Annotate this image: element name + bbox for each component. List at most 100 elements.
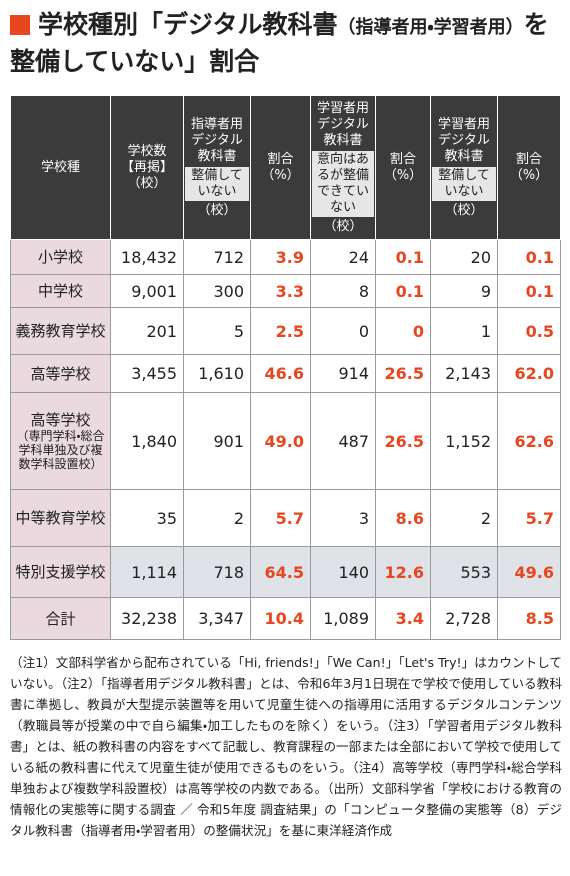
column-unit: （%） — [383, 167, 423, 183]
table-cell: 0 — [310, 307, 376, 355]
row-label-cell: 中等教育学校 — [10, 489, 111, 547]
table-cell: 18,432 — [110, 239, 184, 275]
row-label-cell: 中学校 — [10, 274, 111, 308]
table-cell: 2,143 — [430, 354, 498, 393]
table-cell: 26.5 — [375, 392, 431, 490]
table-cell: 300 — [183, 274, 251, 308]
table-cell: 718 — [183, 546, 251, 598]
row-sublabel: （専門学科・総合学科単独及び複数学科設置校） — [16, 429, 105, 471]
table-cell: 62.0 — [497, 354, 561, 393]
table-cell: 64.5 — [250, 546, 311, 598]
column-header: 割合 （%） — [375, 95, 431, 240]
column-unit: （校） — [127, 175, 167, 191]
table-cell: 0.5 — [497, 307, 561, 355]
column-label: 割合 — [515, 151, 542, 167]
table-body: 小学校 18,432 712 3.9 24 0.1 20 0.1 中学校 9,001 300 3.3 8… — [10, 239, 561, 640]
table-cell: 1,089 — [310, 597, 376, 640]
table-cell: 49.6 — [497, 546, 561, 598]
table-row: 中学校 9,001 300 3.3 8 0.1 9 0.1 — [10, 274, 561, 308]
table-cell: 2,728 — [430, 597, 498, 640]
table-cell: 1,114 — [110, 546, 184, 598]
table-row: 中等教育学校 35 2 5.7 3 8.6 2 5.7 — [10, 489, 561, 547]
column-label: 割合 — [267, 151, 294, 167]
row-label: 小学校 — [37, 248, 83, 266]
column-label: 学校種 — [40, 159, 80, 175]
column-unit: （%） — [509, 167, 549, 183]
column-tag-wrap: 意向はあるが整備できていない — [312, 149, 374, 219]
column-label: 割合 — [389, 151, 416, 167]
table-row: 高等学校 3,455 1,610 46.6 914 26.5 2,143 62.0 — [10, 354, 561, 393]
column-unit: （校） — [444, 202, 484, 218]
table-cell: 3.3 — [250, 274, 311, 308]
column-header: 指導者用デジタル教科書 整備していない （校） — [183, 95, 251, 240]
table-cell: 5.7 — [250, 489, 311, 547]
title-end: を — [523, 10, 549, 39]
table-cell: 0.1 — [375, 274, 431, 308]
table-cell: 2.5 — [250, 307, 311, 355]
title-marker — [10, 15, 30, 35]
table-cell: 26.5 — [375, 354, 431, 393]
table-row: 義務教育学校 201 5 2.5 0 0 1 0.5 — [10, 307, 561, 355]
table-cell: 487 — [310, 392, 376, 490]
notes: （注1）文部科学省から配布されている「Hi, friends!」「We Can!… — [10, 655, 562, 838]
column-unit: （校） — [323, 218, 363, 234]
table-cell: 10.4 — [250, 597, 311, 640]
column-tag-wrap: 整備していない — [432, 165, 496, 203]
table-cell: 0.1 — [497, 274, 561, 308]
table-cell: 1 — [430, 307, 498, 355]
table-row: 高等学校 （専門学科・総合学科単独及び複数学科設置校） 1,840 901 49.0 48… — [10, 392, 561, 490]
table-cell: 35 — [110, 489, 184, 547]
title-line2: 整備していない」割合 — [10, 47, 260, 76]
table-cell: 62.6 — [497, 392, 561, 490]
column-label: 指導者用デジタル教科書 — [190, 116, 243, 164]
table-cell: 9 — [430, 274, 498, 308]
row-label-cell: 特別支援学校 — [10, 546, 111, 598]
table-cell: 0.1 — [375, 239, 431, 275]
table-cell: 49.0 — [250, 392, 311, 490]
table-cell: 9,001 — [110, 274, 184, 308]
table-cell: 3,455 — [110, 354, 184, 393]
row-label: 高等学校 — [30, 411, 91, 429]
column-tag: 整備していない — [185, 166, 249, 201]
table-cell: 2 — [430, 489, 498, 547]
column-header: 学習者用デジタル教科書 整備していない （校） — [430, 95, 498, 240]
data-table: 学校種 学校数 【再掲】 （校） 指導者用デジタル教科書 整備していない （校） 割合 （%）学… — [10, 95, 561, 640]
table-cell: 5 — [183, 307, 251, 355]
table-row: 特別支援学校 1,114 718 64.5 140 12.6 553 49.6 — [10, 546, 561, 598]
row-label: 中等教育学校 — [15, 509, 106, 527]
table-cell: 3 — [310, 489, 376, 547]
table-cell: 1,840 — [110, 392, 184, 490]
column-header: 割合 （%） — [497, 95, 561, 240]
column-header: 学習者用デジタル教科書 意向はあるが整備できていない （校） — [310, 95, 376, 240]
row-label: 義務教育学校 — [15, 322, 106, 340]
table-cell: 8.5 — [497, 597, 561, 640]
table-cell: 201 — [110, 307, 184, 355]
column-header: 割合 （%） — [250, 95, 311, 240]
column-label: 学習者用デジタル教科書 — [437, 116, 490, 164]
table-cell: 8.6 — [375, 489, 431, 547]
column-label: 学習者用デジタル教科書 — [316, 100, 369, 148]
table-cell: 1,152 — [430, 392, 498, 490]
table-row: 合計 32,238 3,347 10.4 1,089 3.4 2,728 8.5 — [10, 597, 561, 640]
title-text: 学校種別「デジタル教科書 — [38, 10, 338, 39]
table-cell: 553 — [430, 546, 498, 598]
row-label-cell: 高等学校 — [10, 354, 111, 393]
table-cell: 8 — [310, 274, 376, 308]
table-cell: 3.9 — [250, 239, 311, 275]
title-paren: （指導者用・学習者用） — [337, 17, 524, 38]
row-label-cell: 義務教育学校 — [10, 307, 111, 355]
row-label: 特別支援学校 — [15, 563, 106, 581]
column-tag-wrap: 整備していない — [185, 165, 249, 203]
column-unit: （%） — [261, 167, 300, 183]
table-cell: 901 — [183, 392, 251, 490]
column-sub: 【再掲】 — [120, 159, 173, 175]
column-header: 学校種 — [10, 95, 111, 240]
table-cell: 0.1 — [497, 239, 561, 275]
table-cell: 24 — [310, 239, 376, 275]
row-label-cell: 小学校 — [10, 239, 111, 275]
table-cell: 2 — [183, 489, 251, 547]
row-label: 高等学校 — [30, 364, 91, 383]
table-cell: 32,238 — [110, 597, 184, 640]
table-cell: 3.4 — [375, 597, 431, 640]
